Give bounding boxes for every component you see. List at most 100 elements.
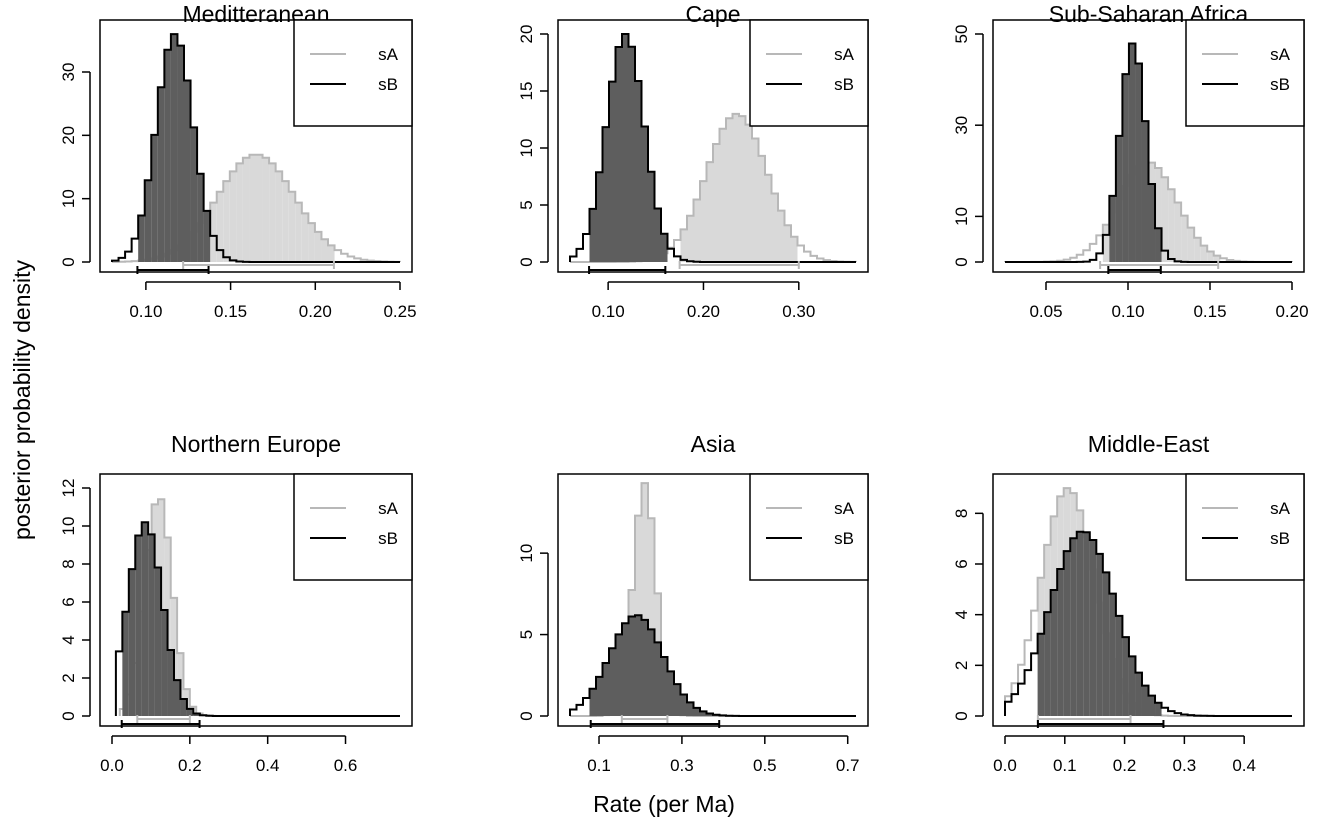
histogram-bar-sB <box>687 702 694 716</box>
histogram-bar-sB <box>1083 532 1090 716</box>
histogram-bar-sB <box>170 34 178 262</box>
x-tick-label: 0.1 <box>587 756 611 775</box>
x-tick-label: 0.2 <box>1113 756 1137 775</box>
histogram-bar-sB <box>1044 612 1051 716</box>
y-tick-label: 20 <box>517 25 536 44</box>
histogram-bar-sB <box>609 81 616 262</box>
x-tick-label: 0.15 <box>214 302 247 321</box>
histogram-bar-sA <box>1161 177 1169 262</box>
histogram-bar-sA <box>680 229 687 262</box>
histogram-bar-sB <box>203 210 211 262</box>
histogram-bar-sB <box>1063 551 1071 716</box>
x-tick-label: 0.15 <box>1193 302 1226 321</box>
histogram-bar-sB <box>1128 656 1136 716</box>
x-tick-label: 0.3 <box>1173 756 1197 775</box>
y-tick-label: 10 <box>517 139 536 158</box>
histogram-bar-sB <box>596 172 603 262</box>
histogram-bar-sA <box>328 245 335 262</box>
histogram-bar-sB <box>635 81 642 262</box>
histogram-bar-sB <box>674 684 681 716</box>
histogram-bar-sA <box>1168 189 1175 262</box>
histogram-bar-sB <box>135 535 142 716</box>
histogram-bar-sB <box>661 233 668 262</box>
y-tick-label: 50 <box>952 25 971 44</box>
legend: sA sB <box>1185 19 1305 127</box>
legend-label-sA: sA <box>834 45 855 64</box>
histogram-bar-sA <box>726 118 733 262</box>
y-tick-label: 12 <box>59 479 78 498</box>
histogram-bar-sA <box>1155 167 1162 262</box>
y-tick-label: 0 <box>59 711 78 720</box>
y-tick-label: 8 <box>952 509 971 518</box>
histogram-bar-sB <box>161 609 168 716</box>
histogram-bar-sB <box>1057 569 1064 716</box>
histogram-bar-sB <box>1155 702 1162 716</box>
legend-label-sA: sA <box>1270 45 1291 64</box>
histogram-bar-sB <box>641 619 648 716</box>
y-tick-label: 30 <box>59 63 78 82</box>
legend-label-sB: sB <box>1270 75 1290 94</box>
histogram-bar-sB <box>648 629 655 716</box>
histogram-bar-sB <box>654 208 661 262</box>
plot-frame <box>992 473 1305 727</box>
x-tick-label: 0.30 <box>782 302 815 321</box>
x-tick-label: 0.05 <box>1029 302 1062 321</box>
legend-box <box>293 473 413 581</box>
histogram-bar-sB <box>648 171 655 262</box>
legend-box <box>749 19 869 127</box>
chart-title: Cape <box>686 1 741 27</box>
histogram-bar-sB <box>635 615 642 716</box>
histogram-bar-sA <box>713 143 720 262</box>
x-tick-label: 0.20 <box>687 302 720 321</box>
legend-label-sA: sA <box>1270 499 1291 518</box>
chart-title: Middle-East <box>1088 431 1210 457</box>
legend: sA sB <box>1185 473 1305 581</box>
y-tick-label: 20 <box>59 126 78 145</box>
histogram-bar-sB <box>180 698 187 716</box>
y-tick-label: 10 <box>59 189 78 208</box>
histogram-bar-sB <box>1141 121 1149 262</box>
y-tick-label: 2 <box>59 673 78 682</box>
histogram-bar-sB <box>1070 538 1077 716</box>
histogram-bar-sB <box>706 713 713 716</box>
histogram-bar-sB <box>667 671 674 716</box>
histogram-bar-sA <box>314 231 322 262</box>
legend: sA sB <box>293 473 413 581</box>
histogram-bar-sB <box>1109 593 1116 716</box>
legend-label-sB: sB <box>834 529 854 548</box>
histogram-bar-sA <box>1207 251 1214 262</box>
histogram-bar-sA <box>739 116 746 262</box>
legend-label-sB: sB <box>378 75 398 94</box>
histogram-bar-sA <box>275 171 283 262</box>
histogram-bar-sB <box>628 46 635 262</box>
y-tick-label: 15 <box>517 82 536 101</box>
histogram-bar-sA <box>687 215 694 262</box>
histogram-bar-sB <box>602 662 609 716</box>
legend-label-sB: sB <box>1270 529 1290 548</box>
x-tick-label: 0.4 <box>256 756 280 775</box>
x-tick-label: 0.2 <box>178 756 202 775</box>
histogram-bar-sB <box>141 522 149 716</box>
x-tick-label: 0.20 <box>1275 302 1308 321</box>
histogram-bar-sA <box>229 171 237 262</box>
legend-box <box>1185 473 1305 581</box>
x-tick-label: 0.10 <box>129 302 162 321</box>
histogram-bar-sB <box>190 127 198 262</box>
histogram-bar-sB <box>661 657 668 716</box>
histogram-bar-sB <box>609 648 616 716</box>
panel-4: Northern Europe 0.0 0.2 0.4 0.6 0 2 4 6 8 10 12 sA sB <box>59 431 413 775</box>
histogram-bar-sB <box>1141 685 1149 716</box>
histogram-bar-sB <box>197 173 204 262</box>
y-axis-label: posterior probability density <box>9 260 35 540</box>
histogram-bar-sB <box>641 126 648 263</box>
histogram-bar-sA <box>784 225 791 262</box>
histogram-bar-sA <box>700 181 707 262</box>
plot-frame <box>557 473 869 727</box>
legend-label-sA: sA <box>378 499 399 518</box>
histogram-bar-sA <box>236 163 243 262</box>
histogram-bar-sA <box>745 124 752 262</box>
y-tick-label: 0 <box>517 711 536 720</box>
histogram-bar-sA <box>249 154 256 262</box>
histogram-bar-sB <box>157 87 165 262</box>
legend: sA sB <box>749 473 869 581</box>
